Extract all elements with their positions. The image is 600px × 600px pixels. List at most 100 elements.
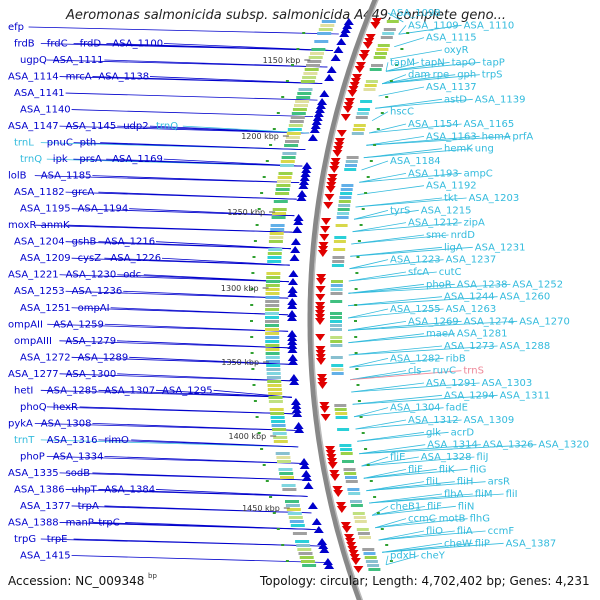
ring-marker (364, 192, 368, 194)
ring-marker (251, 368, 255, 370)
leader-line (366, 481, 486, 492)
forward-gene-mark (312, 114, 323, 121)
ring-marker (262, 464, 266, 466)
gc-track-segment (265, 292, 280, 295)
gene-label-right: maeA (426, 329, 455, 340)
forward-gene-mark (290, 238, 301, 245)
leader-line (375, 518, 468, 529)
gene-label-right: ASA_1215 (421, 205, 472, 216)
gene-label-right: ASA_1260 (500, 292, 551, 303)
leader-line (98, 489, 308, 497)
gene-label-left: udp2 (123, 121, 148, 132)
leader-line (359, 444, 426, 455)
gene-label-left: trnQ (20, 154, 42, 165)
gene-label-right: ASA_1098 (390, 8, 441, 19)
gc-track-segment (290, 524, 305, 527)
scale-tick-label: 1150 kbp (263, 56, 301, 65)
gc-track-segment (298, 88, 313, 91)
gene-label-left: moxR (8, 220, 36, 231)
ring-marker (373, 496, 377, 498)
leader-line (71, 555, 326, 563)
reverse-gene-mark (327, 178, 338, 185)
gc-track-segment (302, 76, 317, 79)
leader-line (104, 323, 289, 332)
gc-track-segment (273, 436, 288, 439)
leader-line (348, 271, 407, 282)
leader-line (73, 538, 321, 547)
cog-track-segment (350, 500, 362, 503)
gene-label-left: ASA_1259 (53, 319, 104, 330)
leader-line (351, 382, 425, 393)
ring-marker (285, 80, 289, 82)
gene-label-right: arsR (488, 477, 510, 488)
ring-marker (366, 464, 370, 466)
reverse-gene-mark (340, 522, 351, 529)
cog-track-segment (331, 264, 344, 267)
gene-label-left: trpG (14, 534, 36, 545)
gene-label-right: tapN (421, 57, 445, 68)
leader-line (382, 542, 443, 553)
gc-track-segment (265, 328, 279, 331)
cog-track-segment (356, 112, 369, 115)
gene-label-left: ASA_1194 (78, 204, 129, 215)
cog-track-segment (345, 160, 358, 163)
cog-track-segment (373, 56, 386, 59)
gene-label-right: tkt (444, 193, 458, 204)
cog-track-segment (330, 356, 343, 359)
gene-label-right: cheY (421, 551, 446, 562)
gene-label-right: ASA_1212 (408, 218, 459, 229)
cog-track-segment (335, 416, 348, 419)
leader-line (155, 241, 291, 250)
gc-track-segment (300, 560, 315, 563)
reverse-gene-mark (325, 450, 336, 457)
ring-marker (265, 160, 269, 162)
gene-label-right: fliJ (476, 452, 488, 463)
forward-gene-mark (330, 54, 341, 61)
gc-track-segment (265, 340, 280, 343)
reverse-gene-mark (343, 534, 354, 541)
gene-label-right: cutC (439, 267, 462, 278)
cog-track-segment (330, 320, 342, 323)
cog-track-segment (339, 444, 352, 447)
gene-label-right: cheB1 (390, 501, 421, 512)
gene-label-left: ASA_1182 (14, 187, 65, 198)
forward-gene-mark (303, 482, 314, 489)
gene-label-right: hscC (390, 107, 414, 118)
gc-track-segment (266, 364, 281, 367)
gene-label-left: ASA_1185 (41, 171, 92, 182)
forward-gene-mark (293, 422, 304, 429)
reverse-gene-mark (354, 66, 365, 73)
leader-line (353, 407, 389, 418)
reverse-gene-mark (321, 218, 332, 225)
forward-gene-mark (287, 314, 298, 321)
gene-label-left: ASA_1377 (20, 501, 71, 512)
gene-label-right: ung (475, 144, 494, 155)
reverse-gene-mark (349, 82, 360, 89)
gene-label-left: ASA_1141 (14, 88, 65, 99)
ring-marker (262, 176, 266, 178)
cog-track-segment (383, 28, 396, 31)
forward-gene-mark (307, 502, 318, 509)
leader-line (385, 61, 481, 72)
leader-line (371, 111, 389, 122)
reverse-gene-mark (315, 358, 326, 365)
cog-track-segment (353, 124, 366, 127)
forward-gene-mark (288, 374, 299, 381)
leader-line (79, 406, 294, 415)
leader-line (352, 222, 462, 233)
gene-label-left: ASA_1140 (20, 105, 71, 116)
forward-gene-mark (287, 302, 298, 309)
gc-track-segment (280, 160, 295, 163)
gc-track-segment (265, 320, 279, 323)
gc-track-segment (294, 104, 308, 107)
gene-label-right: ASA_1237 (446, 255, 497, 266)
scale-tick-label: 1250 kbp (227, 208, 265, 217)
gc-track-segment (281, 156, 296, 159)
gc-track-segment (270, 224, 285, 227)
gc-track-segment (265, 348, 280, 351)
leader-line (382, 74, 480, 85)
gene-label-left: ASA_1221 (8, 270, 59, 281)
gene-label-left: ASA_1285 (47, 385, 98, 396)
reverse-gene-mark (317, 250, 328, 257)
gc-track-segment (307, 60, 322, 63)
